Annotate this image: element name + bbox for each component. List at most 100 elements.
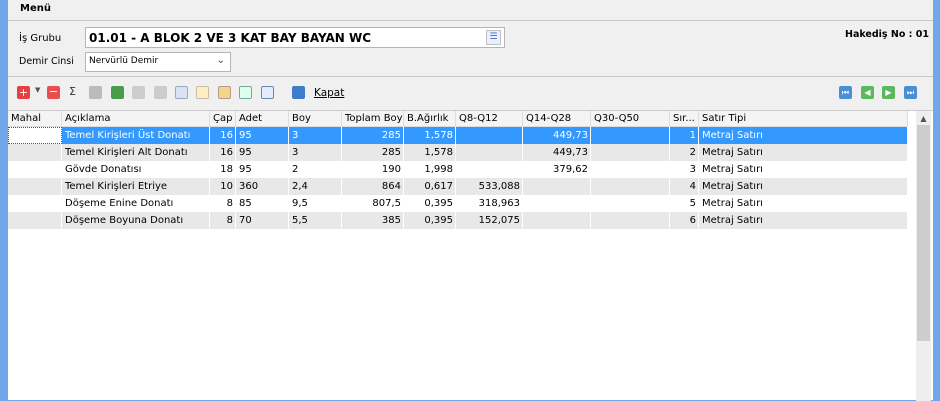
table-cell[interactable]: 190	[342, 161, 404, 178]
table-cell[interactable]: 1,578	[404, 144, 456, 161]
copy-icon[interactable]	[175, 86, 188, 99]
kapat-button[interactable]: Kapat	[314, 87, 345, 99]
table-cell[interactable]	[8, 195, 62, 212]
table-cell[interactable]: 1	[670, 127, 699, 144]
table-cell[interactable]: 18	[210, 161, 236, 178]
table-cell[interactable]: Metraj Satırı	[699, 144, 908, 161]
print-icon[interactable]	[89, 86, 102, 99]
table-cell[interactable]	[8, 144, 62, 161]
table-cell[interactable]: 0,395	[404, 212, 456, 229]
table-row[interactable]: Temel Kirişleri Alt Donatı 16 95 3 285 1,578 4…	[8, 144, 908, 161]
table-row[interactable]: Temel Kirişleri Üst Donatı 16 95 3 285 1,578 4…	[8, 127, 908, 144]
table-cell[interactable]: 5	[670, 195, 699, 212]
table-row[interactable]: Döşeme Boyuna Donatı 8 70 5,5 385 0,395 152,07…	[8, 212, 908, 229]
table-cell[interactable]: Metraj Satırı	[699, 178, 908, 195]
table-cell[interactable]: 85	[236, 195, 289, 212]
table-cell[interactable]: 95	[236, 161, 289, 178]
table-cell[interactable]: 5,5	[289, 212, 342, 229]
table-cell[interactable]: Döşeme Enine Donatı	[62, 195, 210, 212]
table-cell[interactable]	[591, 195, 670, 212]
table-cell[interactable]: 385	[342, 212, 404, 229]
remove-icon[interactable]: −	[47, 85, 60, 99]
table-cell[interactable]	[591, 178, 670, 195]
tree-lookup-icon[interactable]: ☰	[486, 30, 501, 45]
clipboard-icon[interactable]	[218, 86, 231, 99]
table-cell[interactable]	[591, 144, 670, 161]
table-cell[interactable]	[523, 212, 591, 229]
column-header[interactable]: Toplam Boy	[342, 111, 404, 126]
table-cell[interactable]: 3	[289, 144, 342, 161]
column-header[interactable]: Sır...	[670, 111, 699, 126]
demir-cinsi-select[interactable]: Nervürlü Demir ⌄	[85, 52, 231, 72]
table-cell[interactable]: 285	[342, 144, 404, 161]
column-header[interactable]: Çap	[210, 111, 236, 126]
table-cell[interactable]	[591, 127, 670, 144]
is-grubu-field[interactable]: 01.01 - A BLOK 2 VE 3 KAT BAY BAYAN WC ☰	[85, 27, 505, 48]
table-cell[interactable]: 8	[210, 195, 236, 212]
table-cell[interactable]: 10	[210, 178, 236, 195]
table-cell[interactable]: 807,5	[342, 195, 404, 212]
table-cell[interactable]: Metraj Satırı	[699, 195, 908, 212]
table-cell[interactable]: 2	[289, 161, 342, 178]
scrollbar-thumb[interactable]	[917, 125, 930, 341]
table-cell[interactable]: Temel Kirişleri Alt Donatı	[62, 144, 210, 161]
table-cell[interactable]: 3	[670, 161, 699, 178]
table-cell[interactable]	[591, 212, 670, 229]
table-row[interactable]: Döşeme Enine Donatı 8 85 9,5 807,5 0,395 318,9…	[8, 195, 908, 212]
table-cell[interactable]: 318,963	[456, 195, 523, 212]
table-cell[interactable]	[8, 161, 62, 178]
next-record-icon[interactable]: ▶	[882, 86, 895, 99]
column-header[interactable]: Q30-Q50	[591, 111, 670, 126]
table-cell[interactable]	[8, 212, 62, 229]
table-row[interactable]: Temel Kirişleri Etriye 10 360 2,4 864 0,617 53…	[8, 178, 908, 195]
table-cell[interactable]	[456, 144, 523, 161]
table-cell[interactable]: Temel Kirişleri Üst Donatı	[62, 127, 210, 144]
table-cell[interactable]: Döşeme Boyuna Donatı	[62, 212, 210, 229]
table-cell[interactable]: 1,998	[404, 161, 456, 178]
vertical-scrollbar[interactable]: ▲	[916, 111, 931, 401]
last-record-icon[interactable]: ⏭	[904, 86, 917, 99]
table-cell[interactable]: 152,075	[456, 212, 523, 229]
column-header[interactable]: Q14-Q28	[523, 111, 591, 126]
table-cell[interactable]: 0,617	[404, 178, 456, 195]
menu-button[interactable]: Menü	[8, 0, 933, 21]
column-header[interactable]: Açıklama	[62, 111, 210, 126]
table-cell[interactable]: 95	[236, 127, 289, 144]
table-cell[interactable]: 2,4	[289, 178, 342, 195]
table-cell[interactable]	[523, 178, 591, 195]
add-dropdown-icon[interactable]: ▼	[35, 86, 41, 94]
table-cell[interactable]: 16	[210, 144, 236, 161]
column-header[interactable]: Adet	[236, 111, 289, 126]
import-icon[interactable]	[239, 86, 252, 99]
table-cell[interactable]: 9,5	[289, 195, 342, 212]
table-cell[interactable]: 3	[289, 127, 342, 144]
first-record-icon[interactable]: ⏮	[839, 86, 852, 99]
table-cell[interactable]: Metraj Satırı	[699, 127, 908, 144]
table-cell[interactable]: Gövde Donatısı	[62, 161, 210, 178]
table-cell[interactable]: 360	[236, 178, 289, 195]
table-cell[interactable]: 16	[210, 127, 236, 144]
table-cell[interactable]	[456, 161, 523, 178]
table-cell[interactable]	[523, 195, 591, 212]
table-cell[interactable]: 4	[670, 178, 699, 195]
paste-icon[interactable]	[196, 86, 209, 99]
table-cell[interactable]: 1,578	[404, 127, 456, 144]
sum-icon[interactable]: Σ	[69, 85, 76, 98]
column-header[interactable]: Satır Tipi	[699, 111, 908, 126]
table-cell[interactable]: 864	[342, 178, 404, 195]
table-cell[interactable]	[8, 127, 62, 144]
column-header[interactable]: Mahal	[8, 111, 62, 126]
table-row[interactable]: Gövde Donatısı 18 95 2 190 1,998 379,62 3 Metraj…	[8, 161, 908, 178]
table-cell[interactable]: 449,73	[523, 144, 591, 161]
column-header[interactable]: Boy	[289, 111, 342, 126]
column-header[interactable]: B.Ağırlık	[404, 111, 456, 126]
refresh-icon[interactable]	[111, 86, 124, 99]
scroll-up-icon[interactable]: ▲	[920, 114, 927, 123]
table-cell[interactable]	[8, 178, 62, 195]
table-cell[interactable]: 379,62	[523, 161, 591, 178]
table-cell[interactable]: 8	[210, 212, 236, 229]
table-cell[interactable]: 0,395	[404, 195, 456, 212]
table-cell[interactable]: 70	[236, 212, 289, 229]
table-cell[interactable]: Metraj Satırı	[699, 161, 908, 178]
table-cell[interactable]: Temel Kirişleri Etriye	[62, 178, 210, 195]
